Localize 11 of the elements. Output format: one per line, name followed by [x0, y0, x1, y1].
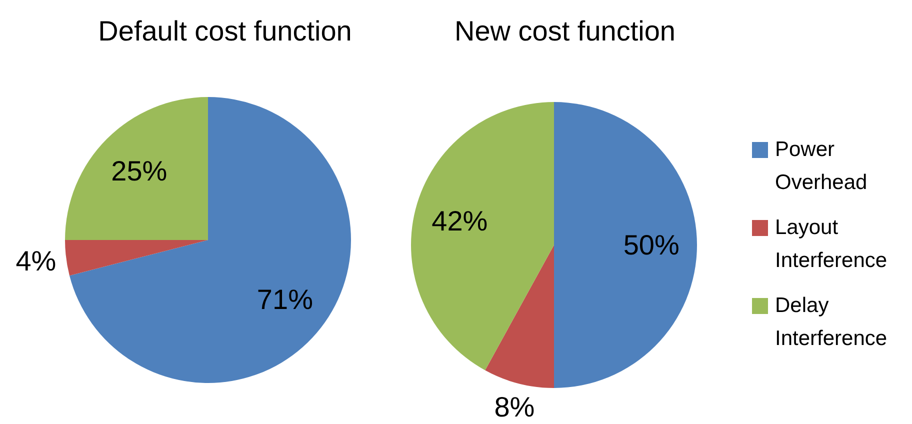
data-label: 25% — [111, 156, 168, 187]
data-label: 50% — [623, 230, 680, 260]
data-label: 4% — [16, 245, 56, 276]
legend-label: Layout Interference — [775, 215, 888, 274]
chart-title: Default cost function — [98, 16, 352, 46]
legend-label: Delay Interference — [775, 293, 888, 352]
data-label: 42% — [432, 205, 488, 236]
data-label: 71% — [256, 284, 313, 316]
data-label: 8% — [494, 391, 535, 422]
chart-title: New cost function — [454, 16, 676, 46]
legend-label: Power Overhead — [775, 137, 868, 196]
